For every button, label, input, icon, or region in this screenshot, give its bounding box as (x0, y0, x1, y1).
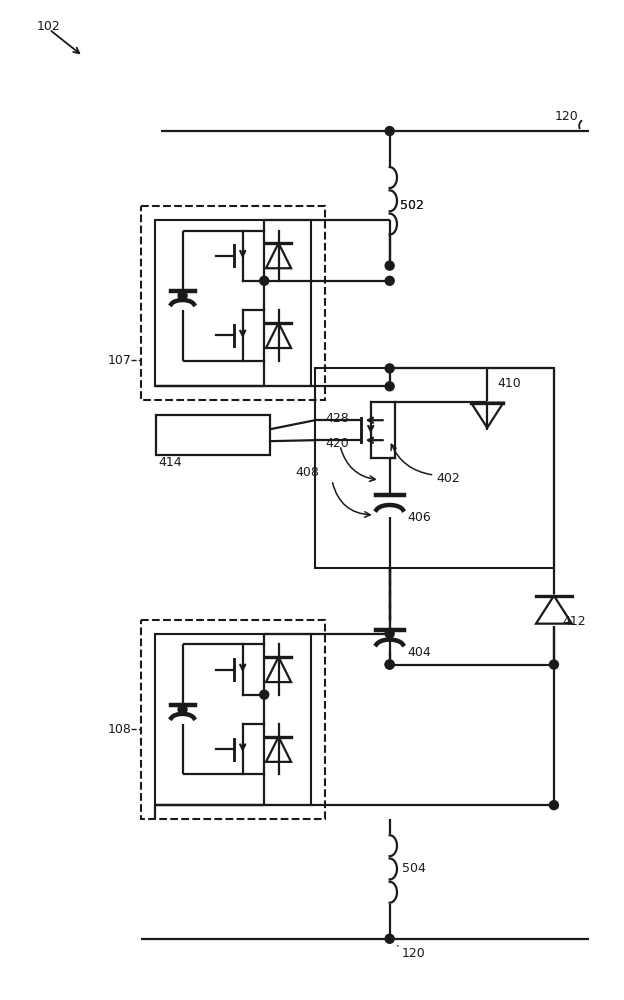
Circle shape (385, 629, 394, 638)
Text: 120: 120 (402, 947, 426, 960)
Text: 102: 102 (36, 20, 60, 33)
Bar (141, 620, 325, 819)
Circle shape (385, 660, 394, 669)
Circle shape (385, 382, 394, 391)
Text: 406: 406 (407, 511, 431, 524)
Circle shape (550, 660, 558, 669)
Text: 404: 404 (407, 646, 431, 659)
Circle shape (178, 291, 187, 300)
Circle shape (385, 261, 394, 270)
Circle shape (260, 276, 269, 285)
Circle shape (385, 364, 394, 373)
Text: 502: 502 (399, 199, 424, 212)
Circle shape (550, 801, 558, 810)
Text: 408: 408 (295, 466, 319, 479)
Bar (155, 220, 311, 386)
Text: 420: 420 (325, 437, 349, 450)
Circle shape (385, 127, 394, 136)
Text: 504: 504 (402, 862, 426, 875)
Text: De-sat: De-sat (192, 429, 233, 442)
Circle shape (260, 690, 269, 699)
Circle shape (385, 276, 394, 285)
Text: 412: 412 (562, 615, 585, 628)
Bar (155, 634, 311, 805)
Text: 414: 414 (158, 456, 182, 469)
Bar (315, 368, 554, 568)
Text: 120: 120 (555, 110, 578, 123)
Circle shape (385, 660, 394, 669)
Bar (141, 206, 325, 400)
Text: 402: 402 (436, 472, 460, 485)
Bar (156, 415, 270, 455)
Text: 502: 502 (399, 199, 424, 212)
Text: 410: 410 (497, 377, 521, 390)
Text: 428: 428 (325, 412, 349, 425)
Text: 108: 108 (108, 723, 132, 736)
Circle shape (178, 705, 187, 714)
Text: 107: 107 (108, 354, 132, 367)
Circle shape (385, 934, 394, 943)
